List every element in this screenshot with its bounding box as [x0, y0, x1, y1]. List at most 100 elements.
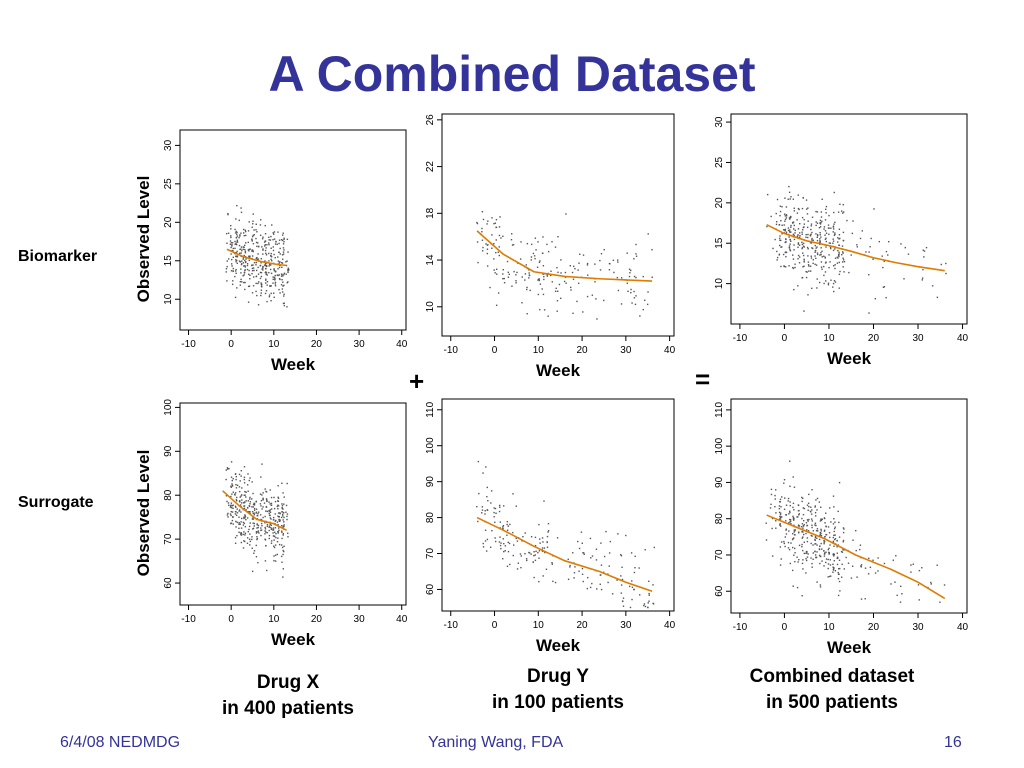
data-point [806, 271, 808, 273]
data-point [259, 514, 262, 516]
data-point [248, 479, 250, 482]
data-point [832, 523, 835, 525]
data-point [285, 261, 287, 263]
data-point [838, 244, 841, 247]
y-tick-label: 90 [714, 476, 725, 488]
data-point [244, 259, 246, 262]
data-point [226, 260, 228, 262]
data-point [497, 292, 500, 294]
data-point [807, 220, 809, 222]
data-point [266, 280, 269, 283]
data-point [243, 516, 245, 518]
data-point [824, 219, 827, 221]
data-point [264, 263, 266, 266]
data-point [798, 256, 801, 258]
data-point [892, 559, 895, 561]
data-point [825, 558, 828, 560]
y-tick-label: 90 [425, 476, 436, 488]
data-point [829, 536, 831, 539]
data-point [262, 265, 264, 268]
data-point [815, 530, 818, 532]
data-point [243, 265, 245, 267]
data-point [556, 300, 559, 302]
data-point [251, 255, 254, 257]
data-point [850, 577, 853, 579]
data-point [541, 550, 544, 553]
data-point [227, 502, 230, 504]
data-point [277, 256, 279, 258]
data-point [269, 268, 272, 271]
data-point [605, 530, 607, 533]
data-point [819, 226, 822, 228]
data-point [512, 554, 514, 557]
data-point [608, 565, 610, 567]
data-point [839, 590, 841, 592]
data-point [230, 486, 233, 488]
data-point [240, 527, 243, 529]
y-tick-label: 25 [163, 178, 174, 190]
data-point [240, 252, 242, 254]
data-point [797, 509, 800, 512]
data-point [814, 251, 816, 253]
data-point [833, 555, 835, 557]
data-point [251, 264, 253, 267]
data-point [255, 269, 258, 272]
data-point [240, 268, 242, 270]
data-point [558, 283, 561, 286]
x-tick-label: 0 [492, 345, 498, 356]
data-point [236, 259, 238, 262]
data-point [784, 497, 786, 499]
data-point [269, 503, 271, 505]
data-point [246, 542, 249, 544]
plot-frame [179, 129, 407, 331]
data-point [260, 505, 262, 507]
data-point [244, 269, 246, 272]
data-point [802, 242, 805, 245]
data-point [264, 530, 266, 532]
data-point [240, 533, 242, 536]
data-point [244, 250, 247, 253]
data-point [787, 541, 790, 544]
data-point [789, 518, 791, 521]
data-point [769, 507, 772, 509]
data-point [843, 568, 845, 570]
data-point [814, 554, 817, 556]
data-point [512, 243, 515, 246]
data-point [807, 294, 809, 296]
data-point [779, 524, 781, 526]
data-point [509, 523, 511, 526]
data-point [810, 511, 812, 513]
data-point [520, 566, 522, 569]
data-point [815, 524, 817, 527]
data-point [841, 563, 843, 566]
data-point [261, 494, 263, 496]
data-point [243, 540, 245, 542]
data-point [238, 486, 241, 488]
data-point [230, 485, 232, 487]
data-point [790, 226, 792, 228]
data-point [801, 562, 804, 565]
data-point [530, 256, 533, 258]
data-point [526, 286, 528, 289]
data-point [546, 546, 549, 548]
data-point [244, 229, 247, 232]
data-point [282, 549, 284, 552]
data-point [573, 577, 575, 579]
data-point [273, 546, 276, 549]
data-point [785, 520, 787, 522]
data-point [779, 518, 782, 520]
data-point [793, 224, 795, 227]
data-point [622, 605, 625, 607]
data-point [783, 213, 786, 215]
data-point [586, 587, 589, 590]
data-point [823, 539, 825, 542]
data-point [247, 230, 250, 232]
data-point [582, 580, 584, 583]
data-point [890, 583, 892, 585]
data-point [774, 238, 776, 241]
data-point [811, 237, 813, 240]
data-point [827, 576, 829, 578]
data-point [821, 198, 823, 201]
data-point [581, 567, 584, 570]
data-point [860, 598, 863, 600]
